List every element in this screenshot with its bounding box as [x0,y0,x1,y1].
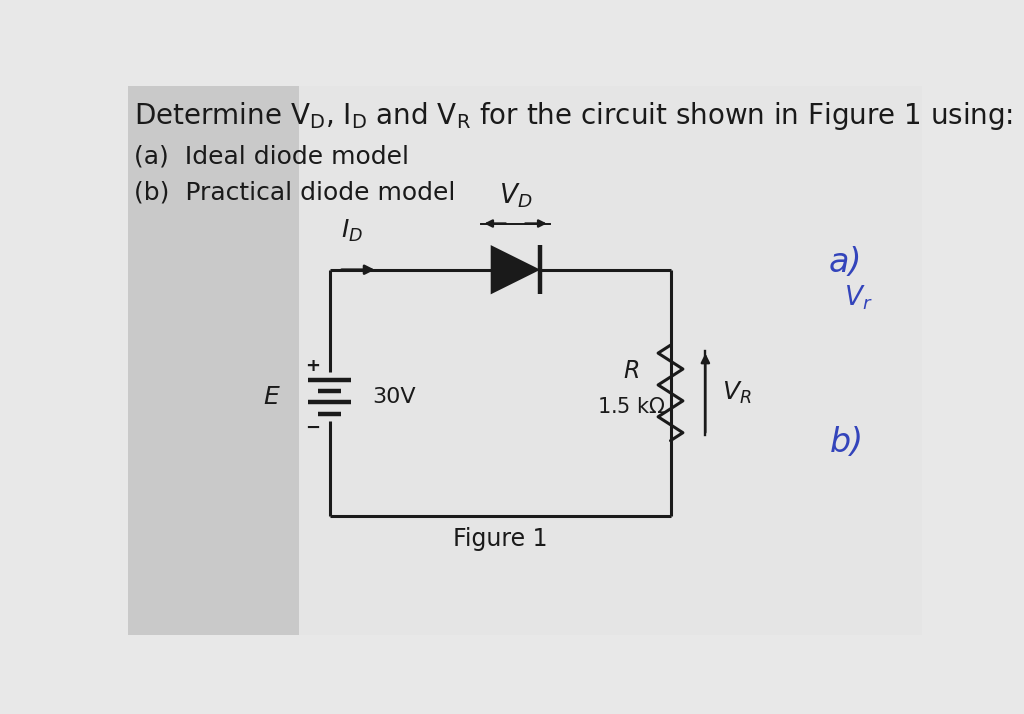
Text: b): b) [830,426,864,460]
Text: 30V: 30V [372,387,416,407]
Text: (b)  Practical diode model: (b) Practical diode model [134,181,456,205]
Text: $\mathregular{I_D}$: $\mathregular{I_D}$ [341,218,364,244]
Text: E: E [263,385,280,408]
Text: R: R [624,359,640,383]
Text: Figure 1: Figure 1 [453,527,547,551]
Polygon shape [490,245,541,294]
Polygon shape [128,86,299,635]
Text: 1.5 k$\Omega$: 1.5 k$\Omega$ [597,397,667,417]
Text: $V_r$: $V_r$ [844,284,872,313]
Text: $\mathregular{V_R}$: $\mathregular{V_R}$ [722,380,753,406]
Polygon shape [299,86,922,635]
Text: +: + [305,357,319,375]
Text: (a)  Ideal diode model: (a) Ideal diode model [134,144,410,169]
Text: −: − [305,418,321,436]
Text: $\mathregular{V_D}$: $\mathregular{V_D}$ [499,181,532,210]
Text: Determine $\mathregular{V_D}$, $\mathregular{I_D}$ and $\mathregular{V_R}$ for t: Determine $\mathregular{V_D}$, $\mathreg… [134,100,1014,131]
Text: a): a) [828,246,861,278]
